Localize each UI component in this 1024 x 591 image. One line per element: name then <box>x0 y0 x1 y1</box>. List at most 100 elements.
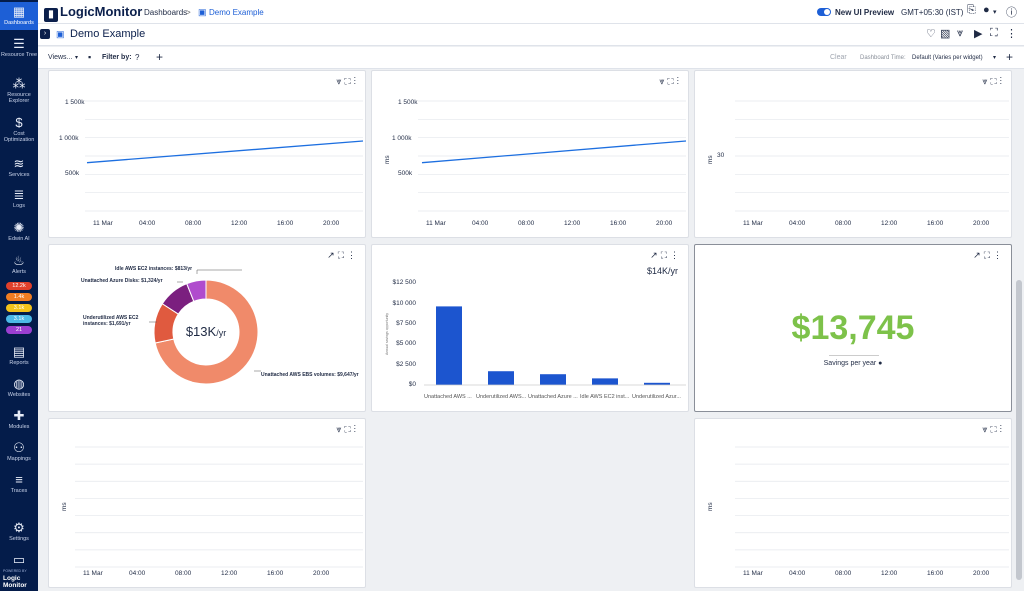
filter-icon[interactable]: ⩔ <box>336 76 345 86</box>
widget-line-chart-3[interactable]: ⩔⛶⋮ ms 30 11 Mar 04:00 08:00 12:00 16:00 20:0… <box>694 70 1012 238</box>
bar[interactable] <box>644 382 670 385</box>
sidebar-item-label: Alerts <box>11 269 27 275</box>
more-options-icon[interactable]: ⋮ <box>347 250 359 260</box>
x-tick: 16:00 <box>927 570 944 577</box>
bar[interactable] <box>592 378 618 385</box>
scrollbar-thumb[interactable] <box>1016 280 1022 580</box>
more-options-icon[interactable]: ⋮ <box>999 424 1005 434</box>
expand-icon[interactable]: ⛶ <box>990 76 1000 86</box>
widget-line-chart-4[interactable]: ⩔⛶⋮ ms 11 Mar 04:00 08:00 12:00 16:00 20:00 <box>48 418 366 588</box>
more-options-icon[interactable]: ⋮ <box>676 76 682 86</box>
sidebar-item-label: Modules <box>8 424 30 430</box>
slideshow-play-icon[interactable]: ▶ <box>974 28 983 40</box>
add-widget-button[interactable]: + <box>1006 50 1014 64</box>
bar[interactable] <box>540 374 566 385</box>
more-options-icon[interactable]: ⋮ <box>670 250 682 260</box>
widget-line-chart-2[interactable]: ⩔⛶⋮ ms 1 500k 1 000k 500k 11 Mar 04:00 08:… <box>371 70 689 238</box>
save-icon[interactable]: ▪ <box>88 52 92 62</box>
breadcrumb-demo-example[interactable]: Demo Example <box>209 8 264 17</box>
timezone-selector[interactable]: GMT+05:30 (IST) <box>901 8 964 17</box>
alert-count-badge[interactable]: 12.2k <box>6 282 32 290</box>
expand-icon[interactable]: ⛶ <box>990 424 1000 434</box>
expand-icon[interactable]: ⛶ <box>660 250 670 260</box>
time-chevron-icon[interactable]: ▾ <box>993 55 997 61</box>
new-ui-toggle[interactable] <box>817 8 831 16</box>
donut-slice[interactable] <box>186 279 207 302</box>
donut-slice[interactable] <box>154 279 259 385</box>
sidebar-item-websites[interactable]: ◍ Websites <box>0 374 38 404</box>
external-link-icon[interactable]: ↗ <box>973 250 984 260</box>
line-chart-plot <box>735 100 1009 212</box>
user-avatar-icon[interactable]: ● <box>983 4 990 16</box>
expand-icon[interactable]: ⛶ <box>667 76 677 86</box>
y-tick: $7 500 <box>396 319 416 327</box>
sidebar-item-traces[interactable]: ≡ Traces <box>0 470 38 500</box>
logicmonitor-logo[interactable]: ▮ LogicMonitor <box>44 4 142 22</box>
sidebar-item-edwin-ai[interactable]: ✺ Edwin AI <box>0 218 38 248</box>
alert-count-badge[interactable]: 21 <box>6 326 32 334</box>
sidebar-item-cost-optimization[interactable]: $ Cost Optimization <box>0 113 38 144</box>
sidebar-item-modules[interactable]: ✚ Modules <box>0 406 38 436</box>
views-dropdown[interactable]: Views... <box>48 54 73 61</box>
sidebar-item-alerts[interactable]: ♨ Alerts <box>0 251 38 281</box>
collapse-nav-button[interactable]: › <box>40 29 50 39</box>
bar[interactable] <box>488 371 514 385</box>
x-tick: 08:00 <box>835 220 852 227</box>
expand-icon[interactable]: ⛶ <box>337 250 347 260</box>
more-options-icon[interactable]: ⋮ <box>1006 28 1017 40</box>
widget-line-chart-1[interactable]: ⩔⛶⋮ 1 500k 1 000k 500k 11 Mar 04:00 08:00 1… <box>48 70 366 238</box>
favorite-heart-icon[interactable]: ♡ <box>926 28 936 40</box>
chevron-down-icon[interactable]: ▾ <box>993 9 997 16</box>
dashboard-time-select[interactable]: Default (Varies per widget) <box>912 55 983 61</box>
page-scrollbar[interactable] <box>1016 70 1022 585</box>
alert-count-badge[interactable]: 3.1k <box>6 304 32 312</box>
expand-icon[interactable]: ⛶ <box>983 250 993 260</box>
filter-help-icon[interactable]: ? <box>135 53 140 62</box>
dashboard-icon: ▦ <box>12 4 26 19</box>
filter-icon[interactable]: ⩔ <box>982 424 991 434</box>
info-icon[interactable]: ● <box>878 360 883 367</box>
expand-icon[interactable]: ⛶ <box>344 424 354 434</box>
x-tick: 16:00 <box>927 220 944 227</box>
feedback-icon[interactable]: ⎘ <box>967 4 976 16</box>
sidebar-item-mappings[interactable]: ⚇ Mappings <box>0 438 38 468</box>
bar[interactable] <box>436 306 462 385</box>
alert-count-badge[interactable]: 3.1k <box>6 315 32 323</box>
more-options-icon[interactable]: ⋮ <box>353 76 359 86</box>
x-tick: 12:00 <box>564 220 581 227</box>
fullscreen-icon[interactable]: ⛶ <box>990 27 998 39</box>
widget-donut-chart[interactable]: ↗⛶⋮ $13K/yr Idle AWS EC2 instances: $813… <box>48 244 366 412</box>
widget-savings-number[interactable]: ↗⛶⋮ $13,745 Savings per year ● <box>694 244 1012 412</box>
widget-bar-chart[interactable]: ↗⛶⋮ $14K/yr Annual savings opportunity $… <box>371 244 689 412</box>
filter-icon[interactable]: ⩔ <box>336 424 345 434</box>
external-link-icon[interactable]: ↗ <box>327 250 338 260</box>
help-icon[interactable]: ⓘ <box>1006 7 1017 19</box>
top-bar: ▮ LogicMonitor Dashboards > ▣ Demo Exampl… <box>38 0 1024 24</box>
flame-icon: ♨ <box>13 253 25 268</box>
sidebar-item-resource-explorer[interactable]: ⁂ Resource Explorer <box>0 74 38 105</box>
sidebar-item-settings[interactable]: ⚙ Settings <box>0 518 38 548</box>
views-chevron-icon[interactable]: ▾ <box>75 55 79 61</box>
alert-count-badge[interactable]: 1.4k <box>6 293 32 301</box>
filter-icon[interactable]: ⩔ <box>659 76 668 86</box>
external-link-icon[interactable]: ↗ <box>650 250 661 260</box>
sidebar-item-dashboards[interactable]: ▦ Dashboards <box>0 2 38 30</box>
more-options-icon[interactable]: ⋮ <box>999 76 1005 86</box>
sidebar-item-reports[interactable]: ▤ Reports <box>0 342 38 372</box>
more-options-icon[interactable]: ⋮ <box>993 250 1005 260</box>
more-options-icon[interactable]: ⋮ <box>353 424 359 434</box>
breadcrumb-dashboards[interactable]: Dashboards <box>144 8 188 17</box>
widget-line-chart-5[interactable]: ⩔⛶⋮ ms 11 Mar 04:00 08:00 12:00 16:00 20:00 <box>694 418 1012 588</box>
widget-library-icon[interactable]: ⩔ <box>957 27 964 39</box>
sidebar-item-services[interactable]: ≋ Services <box>0 154 38 184</box>
sidebar-item-resource-tree[interactable]: ☰ Resource Tree <box>0 34 38 64</box>
sidebar-item-logs[interactable]: ≣ Logs <box>0 185 38 215</box>
filter-icon[interactable]: ⩔ <box>982 76 991 86</box>
sidebar-item-monitor[interactable]: ▭ <box>0 550 38 580</box>
dashboard-grid-icon[interactable]: ▧ <box>940 28 951 40</box>
x-tick: 20:00 <box>313 570 330 577</box>
slice-label-ebs-volumes: Unattached AWS EBS volumes: $9,647/yr <box>261 372 359 378</box>
expand-icon[interactable]: ⛶ <box>344 76 354 86</box>
add-filter-button[interactable]: + <box>156 50 164 64</box>
clear-filter-button[interactable]: Clear <box>830 54 847 61</box>
